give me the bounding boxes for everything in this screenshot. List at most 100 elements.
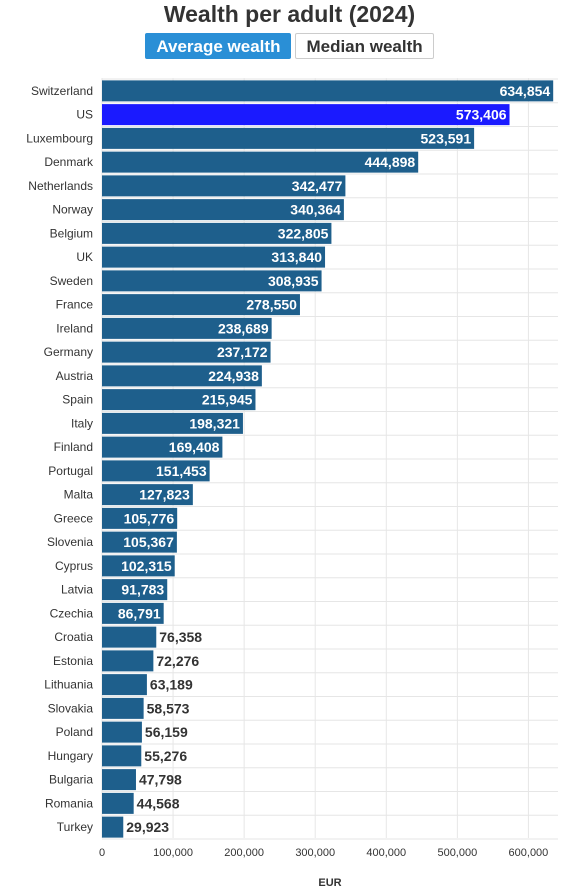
- bar-bulgaria[interactable]: [102, 769, 136, 791]
- category-label: Bulgaria: [49, 773, 93, 787]
- x-tick-label: 400,000: [366, 847, 406, 859]
- value-label: 91,783: [121, 582, 164, 598]
- value-label: 523,591: [421, 130, 472, 146]
- value-label: 151,453: [156, 463, 207, 479]
- bar-norway[interactable]: [102, 199, 344, 221]
- category-label: Netherlands: [28, 179, 93, 193]
- bar-france[interactable]: [102, 294, 300, 316]
- category-label: Norway: [52, 203, 93, 217]
- bar-turkey[interactable]: [102, 816, 124, 838]
- bar-sweden[interactable]: [102, 270, 322, 292]
- value-label: 573,406: [456, 107, 507, 123]
- value-label: 105,367: [123, 534, 174, 550]
- bar-slovakia[interactable]: [102, 697, 144, 719]
- category-label: Belgium: [50, 226, 93, 240]
- category-label: Latvia: [61, 583, 93, 597]
- value-label: 29,923: [126, 819, 169, 835]
- category-label: Denmark: [44, 155, 94, 169]
- value-label: 72,276: [156, 653, 199, 669]
- x-tick-label: 100,000: [153, 847, 193, 859]
- category-label: UK: [76, 250, 93, 264]
- x-tick-label: 600,000: [509, 847, 549, 859]
- category-label: Poland: [56, 725, 93, 739]
- bar-portugal[interactable]: [102, 460, 210, 482]
- value-label: 56,159: [145, 724, 188, 740]
- bar-germany[interactable]: [102, 341, 271, 363]
- value-labels: 634,854 573,406 523,591 444,898 342,477 340,3…: [118, 83, 551, 835]
- category-label: Finland: [54, 440, 93, 454]
- bar-poland[interactable]: [102, 721, 142, 743]
- category-label: Malta: [64, 488, 94, 502]
- bar-belgium[interactable]: [102, 222, 332, 244]
- value-label: 47,798: [139, 772, 182, 788]
- median-wealth-button[interactable]: Median wealth: [295, 33, 434, 59]
- category-label: Turkey: [57, 820, 93, 834]
- category-label: Hungary: [48, 749, 93, 763]
- bar-italy[interactable]: [102, 412, 243, 434]
- x-tick-label: 200,000: [224, 847, 264, 859]
- bar-latvia[interactable]: [102, 579, 168, 601]
- bar-switzerland[interactable]: [102, 80, 554, 102]
- category-label: Cyprus: [55, 559, 93, 573]
- x-tick-label: 300,000: [295, 847, 335, 859]
- value-label: 76,358: [159, 629, 202, 645]
- average-wealth-button[interactable]: Average wealth: [145, 33, 292, 59]
- x-axis-title: EUR: [318, 877, 341, 889]
- bar-croatia[interactable]: [102, 626, 157, 648]
- bar-malta[interactable]: [102, 484, 193, 506]
- bar-denmark[interactable]: [102, 151, 419, 173]
- value-label: 634,854: [500, 83, 551, 99]
- value-label: 55,276: [144, 748, 187, 764]
- value-label: 102,315: [121, 558, 172, 574]
- bar-greece[interactable]: [102, 507, 178, 529]
- bar-romania[interactable]: [102, 792, 134, 814]
- bar-netherlands[interactable]: [102, 175, 346, 197]
- value-label: 198,321: [189, 415, 240, 431]
- bar-us[interactable]: [102, 104, 510, 126]
- value-label: 444,898: [365, 154, 416, 170]
- metric-toggle-group: Average wealth Median wealth: [0, 33, 579, 59]
- bar-estonia[interactable]: [102, 650, 154, 672]
- value-label: 105,776: [124, 510, 175, 526]
- category-labels: Switzerland US Luxembourg Denmark Netherland…: [26, 84, 94, 834]
- bar-austria[interactable]: [102, 365, 262, 387]
- bar-ireland[interactable]: [102, 317, 272, 339]
- category-label: Ireland: [56, 321, 93, 335]
- category-label: Croatia: [54, 630, 93, 644]
- category-label: Greece: [54, 511, 94, 525]
- bar-czechia[interactable]: [102, 602, 164, 624]
- category-label: Slovenia: [47, 535, 93, 549]
- bar-hungary[interactable]: [102, 745, 142, 767]
- value-label: 237,172: [217, 344, 268, 360]
- category-label: Romania: [45, 796, 93, 810]
- category-label: Italy: [71, 416, 93, 430]
- value-label: 169,408: [169, 439, 220, 455]
- bar-finland[interactable]: [102, 436, 223, 458]
- category-label: Spain: [62, 393, 93, 407]
- category-label: Slovakia: [48, 701, 94, 715]
- value-label: 340,364: [290, 202, 341, 218]
- value-label: 342,477: [292, 178, 343, 194]
- bar-cyprus[interactable]: [102, 555, 175, 577]
- category-label: France: [56, 298, 94, 312]
- category-label: US: [76, 108, 93, 122]
- value-label: 63,189: [150, 677, 193, 693]
- value-label: 322,805: [278, 225, 329, 241]
- bar-lithuania[interactable]: [102, 674, 147, 696]
- value-label: 308,935: [268, 273, 319, 289]
- bars: [102, 80, 554, 838]
- category-label: Lithuania: [44, 678, 93, 692]
- category-label: Estonia: [53, 654, 93, 668]
- value-label: 86,791: [118, 605, 161, 621]
- bar-uk[interactable]: [102, 246, 326, 268]
- x-axis-ticks: 0 100,000 200,000 300,000 400,000 500,000 600,…: [99, 847, 548, 859]
- x-tick-label: 0: [99, 847, 105, 859]
- category-label: Germany: [44, 345, 93, 359]
- value-label: 44,568: [137, 795, 180, 811]
- category-label: Luxembourg: [26, 131, 93, 145]
- value-label: 58,573: [147, 700, 190, 716]
- bar-slovenia[interactable]: [102, 531, 177, 553]
- bar-spain[interactable]: [102, 389, 256, 411]
- bar-luxembourg[interactable]: [102, 127, 475, 149]
